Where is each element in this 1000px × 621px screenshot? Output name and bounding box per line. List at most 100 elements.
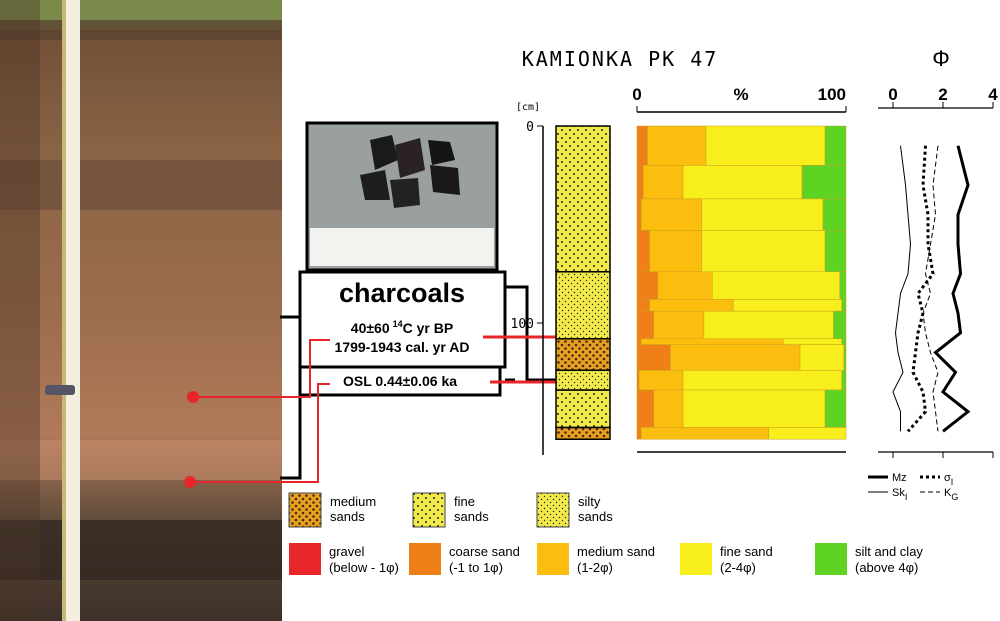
legend-label: silt and clay (above 4φ) (855, 544, 923, 575)
legend-label: fine sand (2-4φ) (720, 544, 773, 575)
legend-label: silty sands (578, 494, 613, 524)
phi-line (892, 145, 912, 432)
legend-line: fine (454, 494, 475, 509)
legend-label: σI (944, 472, 953, 487)
subscript: G (951, 492, 958, 502)
cal-label: 1799-1943 cal. yr AD (335, 339, 470, 355)
figure-title: KAMIONKA PK 47 (522, 47, 719, 71)
grain-bar (843, 344, 847, 371)
lithology-layer (555, 369, 611, 391)
grain-bar (799, 344, 845, 371)
grain-bar (824, 230, 847, 273)
charcoals-label: charcoals (339, 278, 465, 308)
legend-line: (above 4φ) (855, 560, 918, 575)
grain-bar (682, 389, 826, 428)
legend-label: KG (944, 487, 958, 502)
phi-tick-label: 4 (988, 85, 998, 104)
c14-main: 40±60 (351, 320, 390, 336)
grain-bar (640, 338, 784, 345)
grain-bar (636, 389, 654, 428)
legend-label: coarse sand (-1 to 1φ) (449, 544, 520, 575)
grain-bar (636, 310, 654, 340)
grain-bar (653, 389, 684, 428)
grain-bar (732, 299, 843, 312)
osl-label: OSL 0.44±0.06 ka (343, 373, 457, 389)
grain-bar (636, 125, 648, 166)
legend-label: medium sand (1-2φ) (577, 544, 655, 575)
legend-label: fine sands (454, 494, 489, 524)
grain-bar (682, 165, 803, 200)
grain-bar (636, 427, 642, 440)
lithology-layer (555, 125, 611, 273)
legend-label: gravel (below - 1φ) (329, 544, 399, 575)
legend-swatch (537, 543, 569, 575)
grain-bar (701, 230, 826, 273)
charcoal-photo (305, 121, 499, 272)
legend-swatch (409, 543, 441, 575)
depth-tick-label: 100 (511, 317, 534, 332)
lithology-layer (555, 389, 611, 429)
legend-line: silty (578, 494, 601, 509)
subscript: I (951, 477, 954, 487)
legend-line: medium sand (577, 544, 655, 559)
legend-line: medium (330, 494, 376, 509)
legend-line: coarse sand (449, 544, 520, 559)
grain-bar (824, 389, 847, 428)
grain-bar (636, 344, 671, 371)
grain-bar (636, 198, 642, 231)
grain-bar (636, 271, 659, 300)
grain-bar (636, 299, 650, 312)
connectors (190, 270, 556, 483)
c14-label: 40±60 14C yr BP (351, 319, 453, 336)
subscript: I (905, 492, 908, 502)
grain-bar (703, 310, 834, 340)
legend-line: (below - 1φ) (329, 560, 399, 575)
soil-photo (0, 0, 282, 621)
name: K (944, 487, 952, 499)
grain-bar (636, 370, 640, 391)
legend-line: (1-2φ) (577, 560, 613, 575)
grain-bar (657, 271, 713, 300)
legend-line: sands (454, 509, 489, 524)
legend-line: gravel (329, 544, 365, 559)
percent-tick-label: 0 (632, 85, 641, 104)
legend-label: SkI (892, 487, 907, 502)
legend-swatch (289, 543, 321, 575)
name: Sk (892, 487, 905, 499)
phi-line (922, 145, 939, 432)
phi-tick-label: 0 (888, 85, 897, 104)
grain-bar (839, 271, 847, 300)
legend-swatch (536, 492, 570, 528)
grain-bar (833, 310, 847, 340)
grain-bar (783, 338, 843, 345)
phi-title: Φ (932, 46, 950, 71)
grain-bar (822, 198, 847, 231)
legend-swatch (412, 492, 446, 528)
depth-label: [cm] (516, 102, 540, 113)
legend-line: (2-4φ) (720, 560, 756, 575)
c14-rest: C yr BP (403, 320, 454, 336)
grain-bar (705, 125, 826, 166)
legend-swatch (288, 492, 322, 528)
name: Mz (892, 472, 907, 484)
legend-label: Mz (892, 472, 907, 484)
lithology-layer (555, 271, 611, 340)
lithology-layer (555, 338, 611, 372)
grain-bar (670, 344, 801, 371)
grain-bar (682, 370, 843, 391)
grain-bar (638, 370, 684, 391)
c14-sup: 14 (393, 319, 403, 329)
legend-line: silt and clay (855, 544, 923, 559)
legend-swatch (680, 543, 712, 575)
grain-bar (640, 427, 769, 440)
grain-bar (636, 338, 642, 345)
grain-bar (647, 125, 707, 166)
grain-bar (636, 165, 644, 200)
grain-bar (653, 310, 705, 340)
phi-tick-label: 2 (938, 85, 947, 104)
legend-label: medium sands (330, 494, 376, 524)
grain-bar (649, 299, 734, 312)
grain-bar (649, 230, 703, 273)
grain-bar (640, 198, 703, 231)
